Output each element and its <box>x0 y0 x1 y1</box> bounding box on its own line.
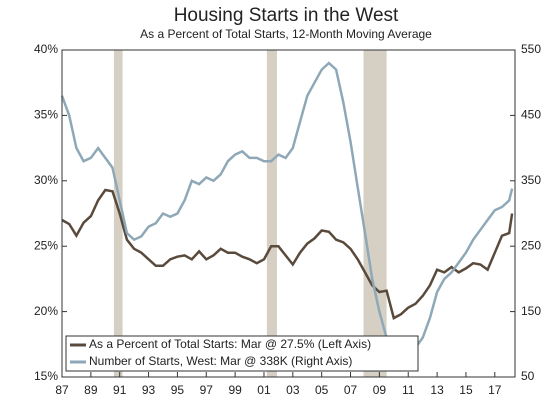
y-tick-label: 25% <box>34 238 58 252</box>
y-tick-label: 15% <box>34 369 58 383</box>
y-tick-label: 30% <box>34 173 58 187</box>
plot-frame <box>61 49 516 378</box>
y2-tick-label: 350 <box>521 173 541 187</box>
x-tick-label: 93 <box>142 383 156 397</box>
x-tick-label: 91 <box>113 383 127 397</box>
legend-label: As a Percent of Total Starts: Mar @ 27.5… <box>89 337 371 351</box>
y-tick-label: 40% <box>34 42 58 56</box>
y-tick-label: 35% <box>34 108 58 122</box>
y2-tick-label: 50 <box>521 369 535 383</box>
chart-title: Housing Starts in the West <box>174 5 399 26</box>
recession-band <box>113 50 123 377</box>
y2-tick-label: 550 <box>521 42 541 56</box>
recession-band <box>266 50 277 377</box>
x-tick-label: 05 <box>315 383 329 397</box>
x-tick-label: 87 <box>55 383 69 397</box>
series-line <box>61 188 514 320</box>
x-tick-label: 99 <box>228 383 242 397</box>
x-tick-label: 15 <box>459 383 473 397</box>
x-tick-label: 17 <box>488 383 502 397</box>
x-tick-label: 01 <box>257 383 271 397</box>
x-tick-label: 09 <box>373 383 387 397</box>
y2-tick-label: 250 <box>521 238 541 252</box>
legend-label: Number of Starts, West: Mar @ 338K (Righ… <box>89 354 352 368</box>
legend-box <box>65 335 419 372</box>
series-line <box>60 61 514 353</box>
y-tick-label: 20% <box>34 304 58 318</box>
x-tick-label: 11 <box>402 383 415 397</box>
x-tick-label: 07 <box>344 383 358 397</box>
x-tick-label: 89 <box>84 383 98 397</box>
x-tick-label: 13 <box>430 383 444 397</box>
y2-tick-label: 450 <box>521 108 541 122</box>
chart-subtitle: As a Percent of Total Starts, 12-Month M… <box>140 27 432 41</box>
x-tick-label: 95 <box>171 383 185 397</box>
recession-band <box>363 50 387 377</box>
x-tick-label: 03 <box>286 383 300 397</box>
y2-tick-label: 150 <box>521 304 541 318</box>
x-tick-label: 97 <box>200 383 214 397</box>
